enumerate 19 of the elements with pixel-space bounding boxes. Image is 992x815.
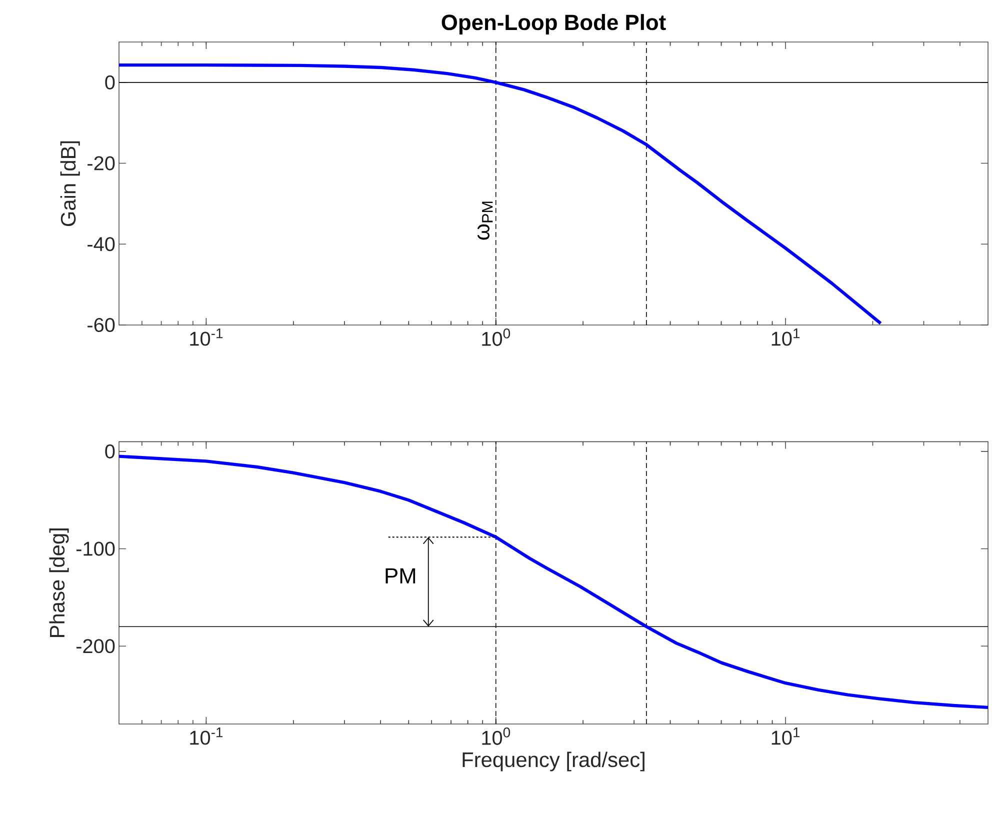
x-tick-label: 10$^{0}$ [482,328,510,346]
y-tick-label: -40 [88,237,115,252]
y-axis-title: Gain [dB] [60,141,80,226]
y-tick-label: 0 [105,444,115,458]
y-tick-label: -60 [88,318,115,332]
y-tick-label: -100 [76,542,115,556]
annotation: PM [386,568,416,584]
y-tick-label: -20 [88,156,115,170]
x-tick-label: 10$^{0}$ [482,728,510,745]
x-axis-title: Frequency [rad/sec] [462,752,644,772]
y-axis-title: Phase [deg] [49,528,69,637]
x-tick-label: 10$^{-1}$ [190,328,223,346]
x-tick-label: 10$^{1}$ [772,728,800,745]
y-tick-label: 0 [105,75,115,90]
x-tick-label: 10$^{-1}$ [190,728,223,745]
x-tick-label: 10$^{1}$ [772,328,800,346]
y-tick-label: -200 [76,639,115,654]
ref-line-label: ω$_{PM}$ [477,202,493,240]
chart-title: Open-Loop Bode Plot [442,14,666,34]
